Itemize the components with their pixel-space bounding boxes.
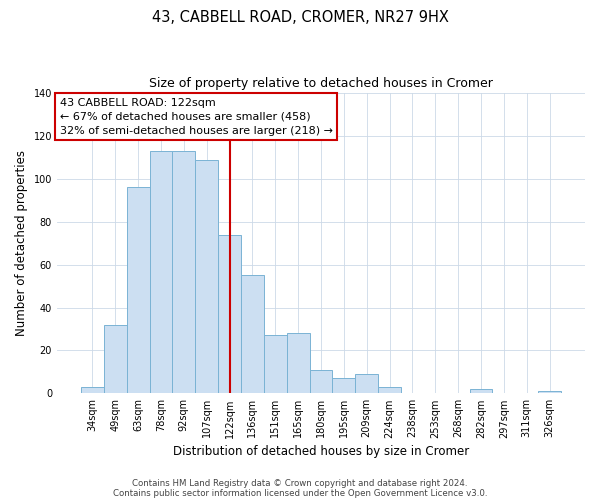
Text: 43, CABBELL ROAD, CROMER, NR27 9HX: 43, CABBELL ROAD, CROMER, NR27 9HX: [152, 10, 448, 25]
Bar: [218, 234, 241, 394]
X-axis label: Distribution of detached houses by size in Cromer: Distribution of detached houses by size …: [173, 444, 469, 458]
Bar: [332, 378, 355, 394]
Bar: [470, 389, 493, 394]
Bar: [538, 391, 561, 394]
Bar: [287, 334, 310, 394]
Bar: [378, 387, 401, 394]
Y-axis label: Number of detached properties: Number of detached properties: [15, 150, 28, 336]
Bar: [127, 188, 149, 394]
Bar: [310, 370, 332, 394]
Title: Size of property relative to detached houses in Cromer: Size of property relative to detached ho…: [149, 78, 493, 90]
Text: Contains HM Land Registry data © Crown copyright and database right 2024.: Contains HM Land Registry data © Crown c…: [132, 478, 468, 488]
Bar: [104, 324, 127, 394]
Bar: [195, 160, 218, 394]
Bar: [241, 276, 264, 394]
Bar: [355, 374, 378, 394]
Text: Contains public sector information licensed under the Open Government Licence v3: Contains public sector information licen…: [113, 488, 487, 498]
Bar: [264, 336, 287, 394]
Bar: [81, 387, 104, 394]
Bar: [149, 151, 172, 394]
Text: 43 CABBELL ROAD: 122sqm
← 67% of detached houses are smaller (458)
32% of semi-d: 43 CABBELL ROAD: 122sqm ← 67% of detache…: [59, 98, 332, 136]
Bar: [172, 151, 195, 394]
